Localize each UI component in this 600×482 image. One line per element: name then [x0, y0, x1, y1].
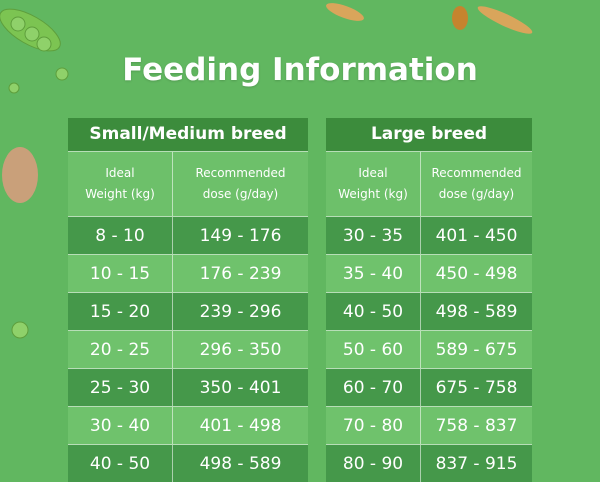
table-row: 35 - 40 450 - 498: [326, 254, 532, 292]
table-row: 10 - 15 176 - 239: [68, 254, 308, 292]
header-row: Ideal Weight (kg) Recommended dose (g/day): [326, 151, 532, 216]
table-cell: 8 - 10: [68, 217, 172, 254]
table-row: 70 - 80 758 - 837: [326, 406, 532, 444]
table-row: 15 - 20 239 - 296: [68, 292, 308, 330]
table-cell: 239 - 296: [172, 293, 308, 330]
feeding-table: Small/Medium breed Ideal Weight (kg) Recomm…: [68, 118, 308, 482]
table-row: 40 - 50 498 - 589: [68, 444, 308, 482]
table-cell: 350 - 401: [172, 369, 308, 406]
table-cell: 15 - 20: [68, 293, 172, 330]
page-title: Feeding Information: [122, 52, 478, 88]
header-line: Recommended: [431, 166, 522, 180]
table-cell: 30 - 40: [68, 407, 172, 444]
header-line: Recommended: [195, 166, 286, 180]
table-title: Large breed: [326, 118, 532, 151]
table-cell: 498 - 589: [172, 445, 308, 482]
table-cell: 401 - 498: [172, 407, 308, 444]
table-cell: 837 - 915: [420, 445, 532, 482]
table-cell: 60 - 70: [326, 369, 420, 406]
column-header: Recommended dose (g/day): [420, 152, 532, 216]
header-line: Weight (kg): [338, 187, 408, 201]
header-line: Weight (kg): [85, 187, 155, 201]
header-line: dose (g/day): [202, 187, 279, 201]
table-cell: 20 - 25: [68, 331, 172, 368]
table-cell: 589 - 675: [420, 331, 532, 368]
table-cell: 50 - 60: [326, 331, 420, 368]
header-row: Ideal Weight (kg) Recommended dose (g/day): [68, 151, 308, 216]
header-line: Ideal: [105, 166, 135, 180]
feeding-table: Large breed Ideal Weight (kg) Recommended do…: [326, 118, 532, 482]
table-cell: 758 - 837: [420, 407, 532, 444]
peas: [0, 8, 69, 339]
table-row: 30 - 40 401 - 498: [68, 406, 308, 444]
table-row: 60 - 70 675 - 758: [326, 368, 532, 406]
table-row: 30 - 35 401 - 450: [326, 216, 532, 254]
header-line: Ideal: [358, 166, 388, 180]
table-row: 8 - 10 149 - 176: [68, 216, 308, 254]
column-header: Recommended dose (g/day): [172, 152, 308, 216]
table-cell: 70 - 80: [326, 407, 420, 444]
table-cell: 498 - 589: [420, 293, 532, 330]
table-cell: 30 - 35: [326, 217, 420, 254]
table-cell: 176 - 239: [172, 255, 308, 292]
table-cell: 35 - 40: [326, 255, 420, 292]
table-row: 80 - 90 837 - 915: [326, 444, 532, 482]
column-header: Ideal Weight (kg): [68, 152, 172, 216]
table-cell: 40 - 50: [326, 293, 420, 330]
table-cell: 149 - 176: [172, 217, 308, 254]
header-line: dose (g/day): [438, 187, 515, 201]
table-row: 25 - 30 350 - 401: [68, 368, 308, 406]
table-cell: 25 - 30: [68, 369, 172, 406]
table-cell: 675 - 758: [420, 369, 532, 406]
table-cell: 401 - 450: [420, 217, 532, 254]
table-title: Small/Medium breed: [68, 118, 308, 151]
table-cell: 10 - 15: [68, 255, 172, 292]
table-row: 50 - 60 589 - 675: [326, 330, 532, 368]
table-cell: 296 - 350: [172, 331, 308, 368]
wheat: [2, 3, 533, 203]
table-cell: 450 - 498: [420, 255, 532, 292]
table-row: 40 - 50 498 - 589: [326, 292, 532, 330]
table-cell: 80 - 90: [326, 445, 420, 482]
table-cell: 40 - 50: [68, 445, 172, 482]
column-header: Ideal Weight (kg): [326, 152, 420, 216]
table-row: 20 - 25 296 - 350: [68, 330, 308, 368]
